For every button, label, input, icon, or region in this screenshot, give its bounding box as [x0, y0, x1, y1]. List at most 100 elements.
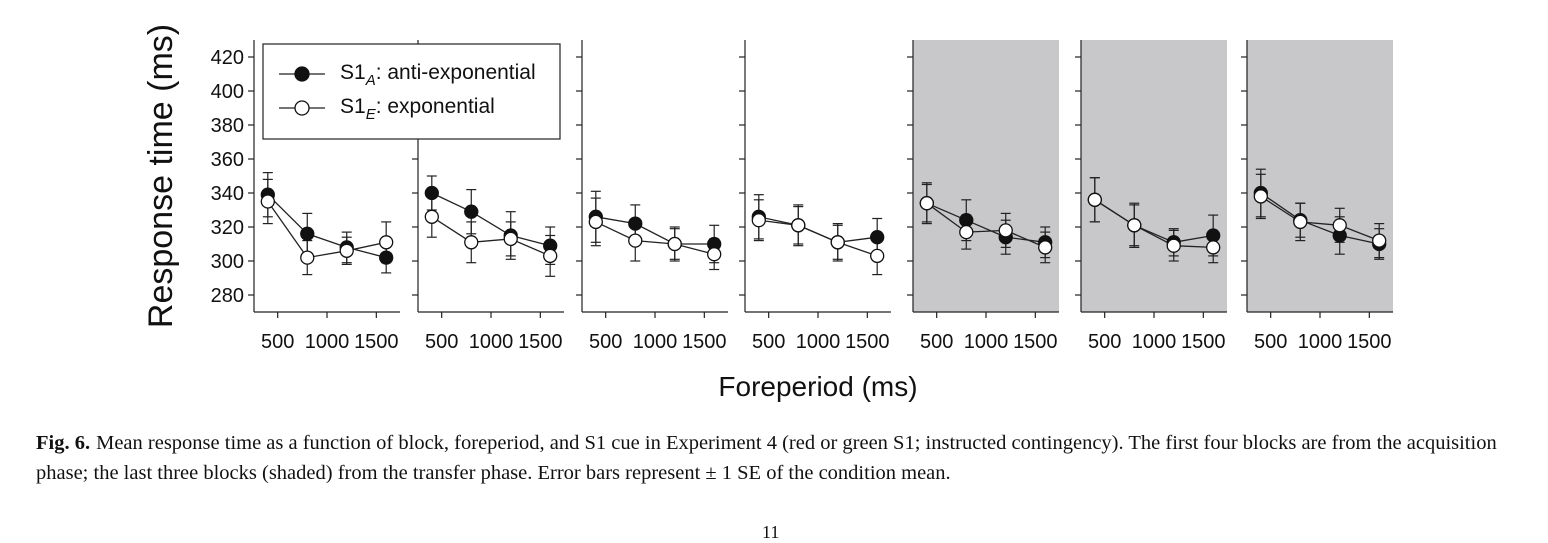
panel-5: 500 1000 1500: [907, 40, 1059, 353]
series-line-exponential: [926, 202, 1046, 248]
series-line-anti-exponential: [595, 216, 715, 245]
figure-caption-label: Fig. 6.: [36, 432, 91, 454]
panel-4: 500 1000 1500: [739, 40, 891, 353]
x-axis-label: Foreperiod (ms): [718, 371, 917, 402]
x-tick-label: 500: [1088, 331, 1121, 353]
x-tick-label: 1000: [469, 331, 514, 353]
series-line-exponential: [595, 221, 715, 255]
data-point-exponential: [379, 235, 394, 250]
series-line-exponential: [758, 219, 878, 257]
x-tick-label: 500: [425, 331, 458, 353]
x-tick-label: 1000: [633, 331, 678, 353]
x-tick-label: 500: [752, 331, 785, 353]
data-point-anti-exponential: [464, 204, 479, 219]
x-tick-label: 1500: [1181, 331, 1226, 353]
legend-marker-open-circle-icon: [294, 100, 310, 116]
legend: S1A: anti-exponential S1E: exponential: [262, 43, 561, 140]
y-tick-label: 420: [211, 47, 244, 69]
figure-caption-text: Mean response time as a function of bloc…: [36, 432, 1497, 484]
data-point-anti-exponential: [379, 250, 394, 265]
y-tick-label: 360: [211, 149, 244, 171]
data-point-anti-exponential: [300, 226, 315, 241]
panel-1: 280 300 320 340 360 380 400 420 500 1000 1500: [211, 40, 400, 353]
data-point-exponential: [707, 247, 722, 262]
data-point-exponential: [1087, 192, 1102, 207]
data-point-anti-exponential: [870, 230, 885, 245]
y-tick-label: 340: [211, 183, 244, 205]
data-point-exponential: [791, 218, 806, 233]
y-tick-label: 400: [211, 81, 244, 103]
series-line-exponential: [1260, 195, 1380, 242]
x-tick-label: 1000: [1132, 331, 1177, 353]
data-point-exponential: [464, 235, 479, 250]
data-point-exponential: [870, 248, 885, 264]
data-point-exponential: [1253, 189, 1268, 204]
x-tick-label: 500: [589, 331, 622, 353]
data-point-exponential: [503, 231, 518, 247]
x-tick-label: 1500: [682, 331, 727, 353]
panel-7-shading: [1247, 40, 1393, 312]
series-line-anti-exponential: [926, 202, 1046, 243]
legend-marker-filled-circle-icon: [294, 66, 310, 82]
series-line-exponential: [267, 201, 387, 259]
x-tick-label: 1500: [845, 331, 890, 353]
panel-7: 500 1000 1500: [1241, 40, 1393, 353]
data-point-anti-exponential: [959, 213, 974, 228]
data-point-exponential: [339, 243, 354, 258]
y-tick-label: 280: [211, 285, 244, 307]
x-tick-label: 1000: [964, 331, 1009, 353]
data-point-exponential: [628, 233, 643, 248]
data-point-exponential: [919, 196, 934, 211]
panel-2: 500 1000 1500: [412, 40, 564, 353]
x-tick-label: 1500: [1347, 331, 1392, 353]
data-point-exponential: [424, 209, 439, 224]
data-point-exponential: [260, 194, 275, 209]
data-point-exponential: [959, 224, 974, 240]
panel-6-shading: [1081, 40, 1227, 312]
series-line-exponential: [1094, 199, 1214, 249]
panel-3: 500 1000 1500: [576, 40, 728, 353]
response-time-figure: Response time (ms) Foreperiod (ms) 280 30…: [142, 24, 1393, 402]
series-line-anti-exponential: [758, 216, 878, 243]
series-line-anti-exponential: [431, 192, 551, 247]
data-point-exponential: [1038, 240, 1053, 255]
data-point-exponential: [1293, 214, 1308, 230]
data-point-exponential: [1127, 218, 1142, 233]
legend-entry-exponential: S1E: exponential: [279, 95, 495, 123]
x-tick-label: 1000: [1298, 331, 1343, 353]
x-tick-label: 1000: [796, 331, 841, 353]
legend-entry-anti-exponential: S1A: anti-exponential: [279, 61, 536, 89]
x-tick-label: 1500: [354, 331, 399, 353]
data-point-exponential: [1166, 238, 1181, 253]
y-axis-label: Response time (ms): [142, 24, 180, 328]
data-point-exponential: [543, 248, 558, 264]
data-point-exponential: [588, 214, 603, 230]
data-point-exponential: [300, 250, 315, 265]
panel-6: 500 1000 1500: [1075, 40, 1227, 353]
x-tick-label: 1500: [518, 331, 563, 353]
data-point-exponential: [830, 235, 845, 250]
data-point-exponential: [1332, 218, 1347, 233]
legend-label-anti-exponential: S1A: anti-exponential: [340, 61, 536, 89]
data-point-exponential: [1372, 233, 1387, 248]
panel-5-shading: [913, 40, 1059, 312]
data-point-anti-exponential: [628, 216, 643, 231]
x-tick-label: 500: [920, 331, 953, 353]
data-point-exponential: [667, 236, 682, 252]
data-point-anti-exponential: [1206, 228, 1221, 243]
x-tick-label: 500: [261, 331, 294, 353]
y-tick-label: 320: [211, 217, 244, 239]
series-line-anti-exponential: [267, 194, 387, 259]
y-tick-label: 380: [211, 115, 244, 137]
data-point-anti-exponential: [424, 185, 439, 201]
data-point-exponential: [1206, 240, 1221, 255]
legend-box: [262, 43, 561, 140]
x-tick-label: 1500: [1013, 331, 1058, 353]
figure-caption: Fig. 6. Mean response time as a function …: [36, 428, 1516, 488]
series-line-exponential: [431, 216, 551, 257]
x-tick-label: 1000: [305, 331, 350, 353]
data-point-exponential: [751, 213, 766, 228]
data-point-exponential: [998, 223, 1013, 238]
legend-label-exponential: S1E: exponential: [340, 95, 495, 123]
